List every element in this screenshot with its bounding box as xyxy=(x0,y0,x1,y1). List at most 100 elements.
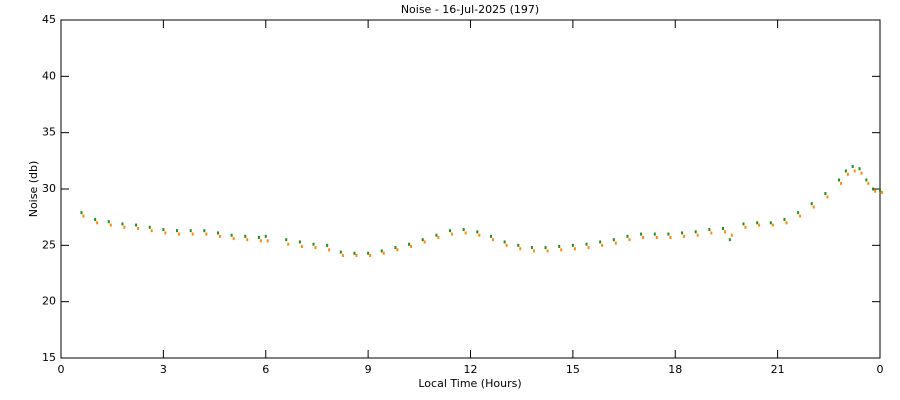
data-point xyxy=(287,242,290,246)
y-tick-label: 30 xyxy=(42,182,56,195)
data-point xyxy=(667,232,670,236)
data-point xyxy=(546,249,549,253)
data-point xyxy=(80,211,83,215)
data-point xyxy=(626,234,629,238)
data-point xyxy=(655,235,658,239)
x-tick-label: 0 xyxy=(58,363,65,376)
data-point xyxy=(724,230,727,234)
data-point xyxy=(408,242,411,246)
data-point xyxy=(558,244,561,248)
y-tick-label: 40 xyxy=(42,69,56,82)
data-point xyxy=(423,240,426,244)
data-point xyxy=(164,231,167,235)
data-point xyxy=(846,172,849,176)
data-point xyxy=(599,240,602,244)
data-point xyxy=(162,228,165,232)
data-point xyxy=(266,239,269,243)
data-point xyxy=(683,234,686,238)
data-point xyxy=(851,164,854,168)
data-point xyxy=(710,231,713,235)
data-point xyxy=(708,228,711,232)
data-point xyxy=(150,229,153,233)
x-tick-label: 15 xyxy=(566,363,580,376)
data-point xyxy=(264,234,267,238)
data-point xyxy=(367,251,370,255)
data-point xyxy=(369,253,372,257)
data-point xyxy=(312,242,315,246)
data-point xyxy=(799,214,802,218)
data-point xyxy=(642,235,645,239)
data-point xyxy=(771,223,774,227)
data-point xyxy=(797,211,800,215)
data-point xyxy=(530,246,533,250)
data-point xyxy=(123,225,126,229)
y-axis-label: Noise (db) xyxy=(27,161,40,218)
data-point xyxy=(758,223,761,227)
data-point xyxy=(491,238,494,242)
data-point xyxy=(451,232,454,236)
y-tick-label: 20 xyxy=(42,295,56,308)
data-point xyxy=(478,233,481,237)
y-tick-label: 35 xyxy=(42,126,56,139)
data-point xyxy=(107,220,110,224)
data-point xyxy=(341,253,344,257)
data-point xyxy=(82,214,85,218)
data-point xyxy=(435,233,438,237)
data-point xyxy=(462,228,465,232)
data-point xyxy=(858,167,861,171)
data-point xyxy=(696,233,699,237)
data-point xyxy=(812,205,815,209)
data-point xyxy=(681,231,684,235)
data-point xyxy=(560,248,563,252)
data-point xyxy=(476,230,479,234)
y-tick-label: 15 xyxy=(42,351,56,364)
data-point xyxy=(216,231,219,235)
data-point xyxy=(587,246,590,250)
data-point xyxy=(437,235,440,239)
x-tick-label: 9 xyxy=(365,363,372,376)
data-point xyxy=(191,232,194,236)
x-tick-label: 6 xyxy=(262,363,269,376)
chart-title: Noise - 16-Jul-2025 (197) xyxy=(401,3,539,16)
data-point xyxy=(824,192,827,196)
data-point xyxy=(189,229,192,233)
data-point xyxy=(148,225,151,229)
data-point xyxy=(326,243,329,247)
data-point xyxy=(653,232,656,236)
data-point xyxy=(640,232,643,236)
data-point xyxy=(838,178,841,182)
data-point xyxy=(810,202,813,206)
x-tick-label: 18 xyxy=(668,363,682,376)
data-point xyxy=(879,188,881,192)
data-point xyxy=(421,238,424,242)
data-point xyxy=(96,221,99,225)
y-tick-label: 25 xyxy=(42,238,56,251)
data-point xyxy=(464,231,467,235)
data-point xyxy=(860,171,863,175)
data-point xyxy=(314,246,317,250)
data-point xyxy=(722,226,725,230)
data-point xyxy=(410,244,413,248)
data-point xyxy=(874,189,877,193)
data-point xyxy=(785,221,788,225)
data-point xyxy=(339,250,342,254)
data-point xyxy=(769,221,772,225)
data-point xyxy=(396,248,399,252)
data-point xyxy=(489,234,492,238)
data-point xyxy=(865,178,868,182)
data-point xyxy=(826,195,829,199)
data-point xyxy=(353,251,356,255)
data-point xyxy=(394,246,397,250)
x-tick-label: 0 xyxy=(877,363,884,376)
y-tick-label: 45 xyxy=(42,13,56,26)
data-point xyxy=(519,247,522,251)
data-point xyxy=(503,240,506,244)
data-point xyxy=(298,240,301,244)
data-point xyxy=(218,234,221,238)
data-point xyxy=(380,249,383,253)
x-tick-label: 12 xyxy=(464,363,478,376)
data-point xyxy=(853,169,856,173)
x-tick-label: 21 xyxy=(771,363,785,376)
